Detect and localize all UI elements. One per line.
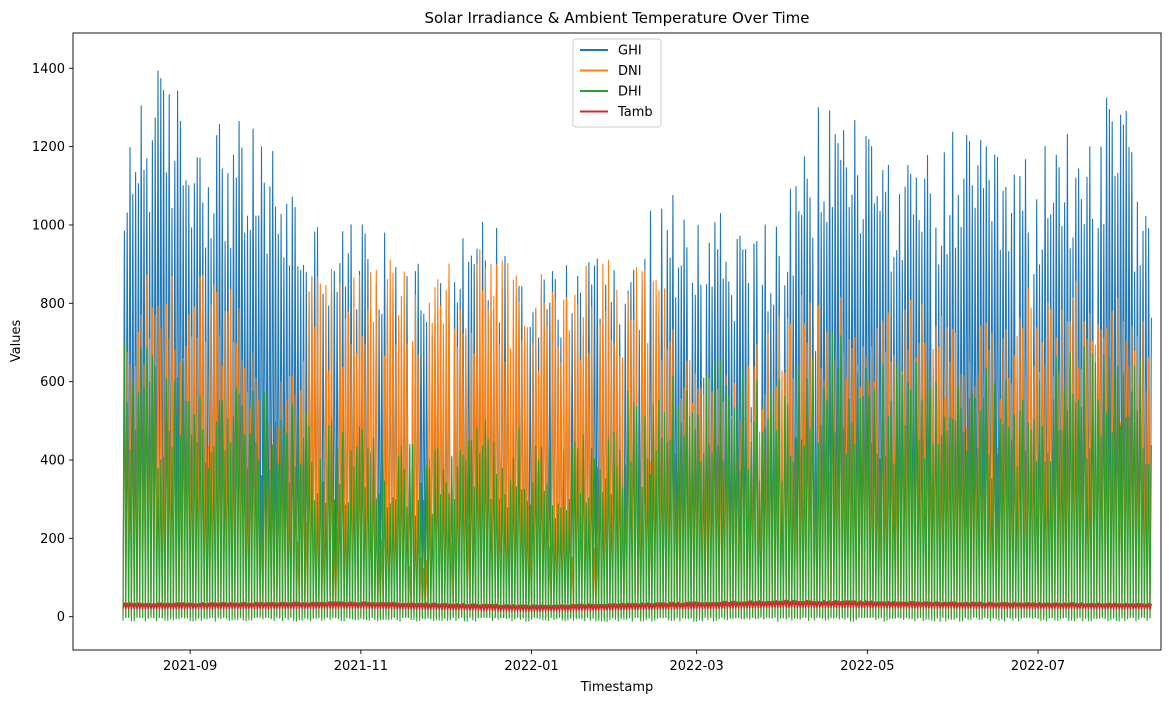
legend-box [572, 38, 662, 128]
x-tick-label: 2022-07 [1011, 659, 1065, 674]
legend-label-ghi: GHI [618, 44, 642, 59]
y-tick-label: 1000 [32, 218, 65, 233]
x-tick-label: 2021-09 [163, 659, 217, 674]
chart-title: Solar Irradiance & Ambient Temperature O… [424, 9, 809, 27]
x-tick-label: 2022-05 [840, 659, 894, 674]
series-line-tamb [122, 599, 1153, 612]
x-axis-label: Timestamp [580, 680, 654, 695]
x-tick-label: 2022-01 [504, 659, 558, 674]
y-tick-label: 800 [40, 297, 65, 312]
y-tick-label: 200 [40, 532, 65, 547]
y-tick-label: 600 [40, 375, 65, 390]
y-tick-label: 1200 [32, 140, 65, 155]
legend: GHI DNI DHI Tamb [572, 38, 662, 128]
series-line-dhi [122, 329, 1152, 622]
plot-frame [72, 32, 1162, 651]
y-tick-label: 0 [57, 610, 65, 625]
x-tick-label: 2021-11 [334, 659, 388, 674]
legend-label-dhi: DHI [618, 85, 642, 100]
y-axis: 0 200 400 600 800 1000 1200 1400 [32, 62, 73, 625]
legend-label-tamb: Tamb [617, 105, 653, 120]
series-layer [122, 70, 1153, 622]
y-tick-label: 1400 [32, 62, 65, 77]
legend-label-dni: DNI [618, 64, 642, 79]
x-tick-label: 2022-03 [670, 659, 724, 674]
x-axis: 2021-09 2021-11 2022-01 2022-03 2022-05 2022-… [163, 650, 1065, 674]
y-axis-label: Values [9, 320, 24, 363]
y-tick-label: 400 [40, 454, 65, 469]
